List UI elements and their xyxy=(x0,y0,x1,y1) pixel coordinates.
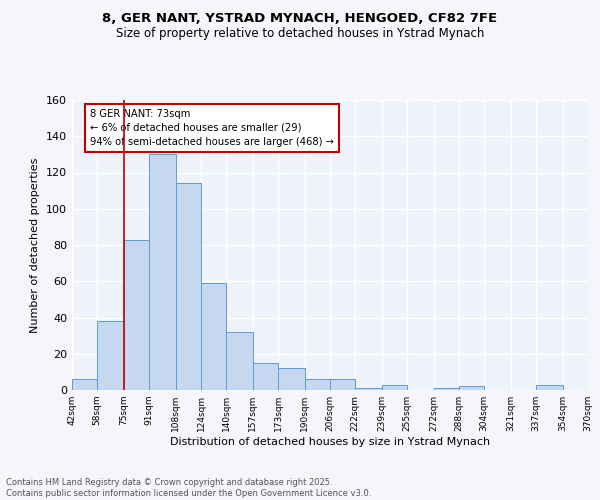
Y-axis label: Number of detached properties: Number of detached properties xyxy=(31,158,40,332)
Bar xyxy=(536,384,563,390)
Bar xyxy=(278,368,305,390)
Bar xyxy=(253,363,278,390)
Text: Size of property relative to detached houses in Ystrad Mynach: Size of property relative to detached ho… xyxy=(116,28,484,40)
X-axis label: Distribution of detached houses by size in Ystrad Mynach: Distribution of detached houses by size … xyxy=(170,437,490,447)
Bar xyxy=(305,379,330,390)
Bar xyxy=(434,388,459,390)
Bar xyxy=(149,154,176,390)
Bar xyxy=(97,321,124,390)
Text: Contains HM Land Registry data © Crown copyright and database right 2025.
Contai: Contains HM Land Registry data © Crown c… xyxy=(6,478,371,498)
Bar xyxy=(201,283,226,390)
Bar xyxy=(382,384,407,390)
Bar xyxy=(459,386,484,390)
Text: 8 GER NANT: 73sqm
← 6% of detached houses are smaller (29)
94% of semi-detached : 8 GER NANT: 73sqm ← 6% of detached house… xyxy=(90,108,334,146)
Bar xyxy=(72,379,97,390)
Bar xyxy=(124,240,149,390)
Bar xyxy=(226,332,253,390)
Bar xyxy=(330,379,355,390)
Text: 8, GER NANT, YSTRAD MYNACH, HENGOED, CF82 7FE: 8, GER NANT, YSTRAD MYNACH, HENGOED, CF8… xyxy=(103,12,497,26)
Bar xyxy=(355,388,382,390)
Bar xyxy=(176,184,201,390)
